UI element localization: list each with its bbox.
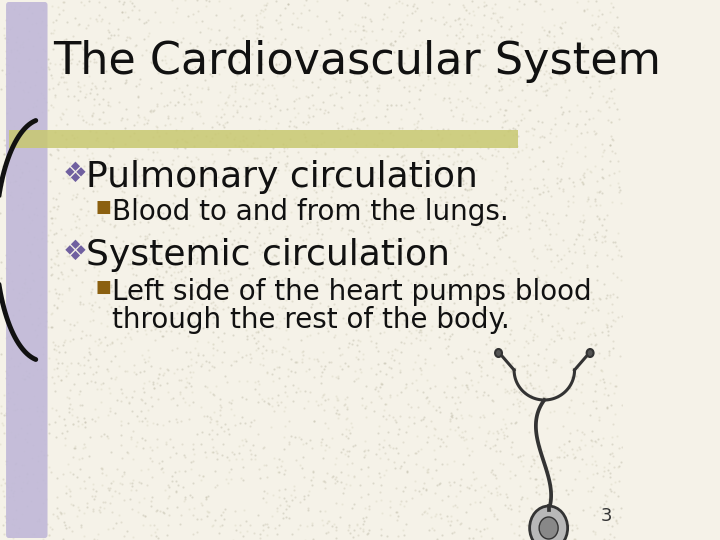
Bar — [9, 130, 518, 148]
Text: Blood to and from the lungs.: Blood to and from the lungs. — [112, 198, 509, 226]
Text: ■: ■ — [95, 198, 111, 216]
Text: Systemic circulation: Systemic circulation — [86, 238, 451, 272]
Text: 3: 3 — [600, 507, 612, 525]
Text: ■: ■ — [95, 278, 111, 296]
Circle shape — [539, 517, 558, 539]
Text: ❖: ❖ — [62, 238, 87, 266]
FancyBboxPatch shape — [6, 2, 48, 538]
Circle shape — [530, 506, 567, 540]
Text: ❖: ❖ — [62, 160, 87, 188]
Text: Pulmonary circulation: Pulmonary circulation — [86, 160, 478, 194]
Circle shape — [495, 349, 502, 357]
Text: The Cardiovascular System: The Cardiovascular System — [53, 40, 662, 83]
Circle shape — [587, 349, 593, 357]
Text: Left side of the heart pumps blood: Left side of the heart pumps blood — [112, 278, 592, 306]
Text: through the rest of the body.: through the rest of the body. — [112, 306, 510, 334]
